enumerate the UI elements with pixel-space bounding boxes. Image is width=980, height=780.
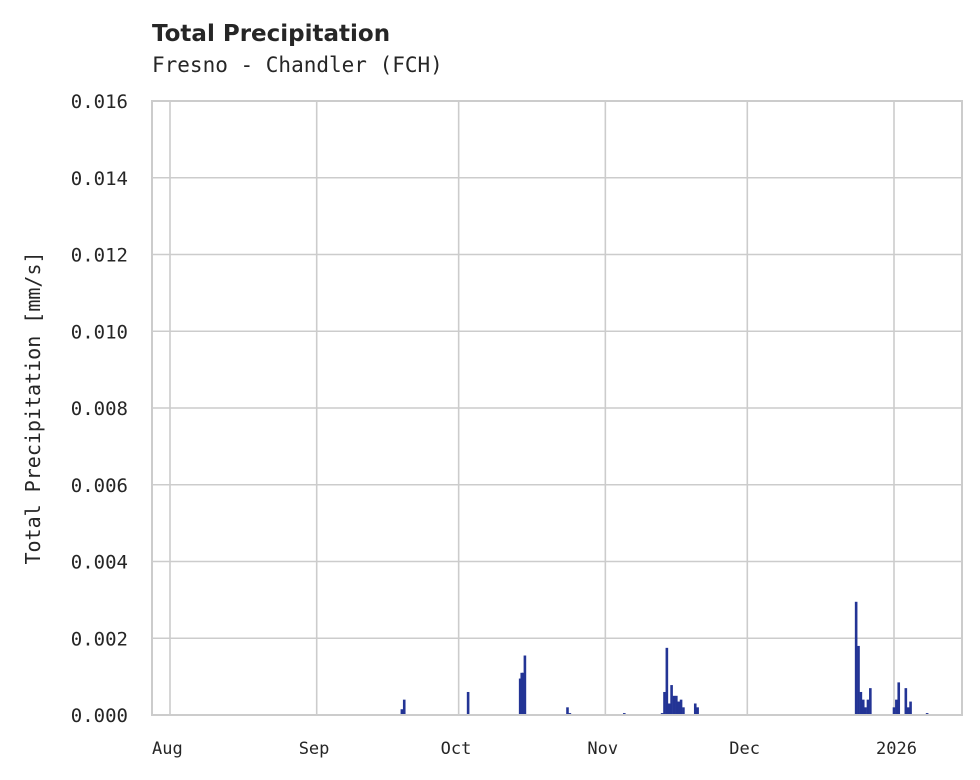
y-tick-label: 0.002	[71, 628, 128, 650]
precipitation-bar	[682, 707, 685, 715]
precipitation-bar	[402, 699, 406, 715]
y-axis-label: Total Precipitation [mm/s]	[21, 251, 45, 564]
precipitation-bar	[857, 645, 860, 715]
chart-subtitle: Fresno - Chandler (FCH)	[152, 53, 443, 77]
precipitation-bar	[897, 682, 901, 715]
precipitation-bar	[679, 699, 683, 715]
x-tick-label: 2026	[876, 739, 917, 759]
precipitation-bar	[663, 691, 666, 715]
precipitation-bar	[696, 707, 699, 715]
y-tick-label: 0.014	[71, 168, 128, 190]
precipitation-bar	[854, 601, 858, 715]
precipitation-bar	[522, 672, 525, 715]
y-tick-label: 0.016	[71, 91, 128, 113]
precipitation-bar	[864, 707, 867, 715]
precipitation-bar	[400, 709, 404, 715]
precipitation-bar	[861, 699, 865, 715]
x-tick-label: Oct	[441, 739, 472, 759]
precipitation-bar	[520, 672, 524, 715]
precipitation-bar	[670, 685, 673, 715]
precipitation-bar	[866, 699, 870, 715]
x-tick-label: Sep	[299, 739, 330, 759]
precipitation-bars	[400, 601, 929, 715]
gridlines	[152, 101, 962, 715]
precipitation-bar	[909, 701, 912, 715]
y-tick-label: 0.004	[71, 552, 128, 574]
precipitation-bar	[566, 707, 569, 715]
precipitation-bar	[675, 695, 678, 715]
precipitation-bar	[665, 647, 669, 715]
precipitation-bar	[466, 691, 470, 715]
x-axis-ticks: Aug Sep Oct Nov Dec 2026	[152, 739, 917, 759]
y-tick-label: 0.006	[71, 475, 128, 497]
precipitation-bar	[672, 695, 676, 715]
chart-title: Total Precipitation	[152, 21, 390, 47]
precipitation-bar	[859, 691, 863, 715]
precipitation-bar	[677, 701, 680, 715]
y-tick-label: 0.010	[71, 321, 128, 343]
precipitation-bar	[904, 688, 908, 715]
precipitation-bar	[895, 699, 898, 715]
y-tick-label: 0.012	[71, 245, 128, 267]
x-tick-label: Aug	[152, 739, 183, 759]
x-tick-label: Dec	[729, 739, 760, 759]
precipitation-bar	[523, 655, 527, 715]
precipitation-bar	[693, 703, 697, 715]
plot-frame	[151, 100, 963, 716]
precipitation-bar	[518, 678, 522, 715]
precipitation-bar	[667, 703, 671, 715]
precipitation-bar	[906, 707, 910, 715]
y-axis-ticks: 0.000 0.002 0.004 0.006 0.008 0.010 0.012 0.014…	[71, 91, 128, 727]
precipitation-bar	[892, 707, 896, 715]
y-tick-label: 0.000	[71, 705, 128, 727]
precipitation-bar	[869, 688, 872, 715]
y-tick-label: 0.008	[71, 398, 128, 420]
x-tick-label: Nov	[587, 739, 618, 759]
